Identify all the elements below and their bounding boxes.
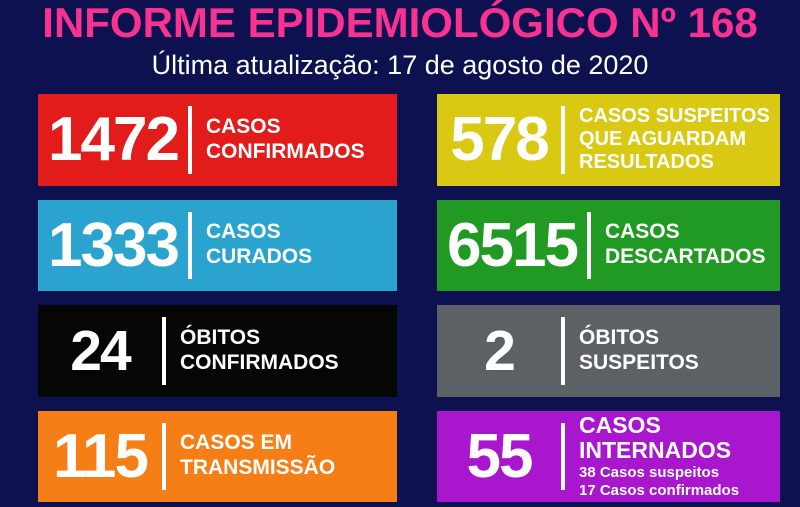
- stat-label-casos-suspeitos: CASOS SUSPEITOS QUE AGUARDAM RESULTADOS: [565, 105, 776, 174]
- label-line: DESCARTADOS: [604, 245, 766, 269]
- sub-label-suspeitos: 38 Casos suspeitos: [579, 463, 720, 481]
- divider: [162, 317, 166, 385]
- label-line: CASOS EM: [180, 431, 293, 455]
- card-casos-suspeitos: 578 CASOS SUSPEITOS QUE AGUARDAM RESULTA…: [437, 94, 780, 186]
- stat-label-casos-curados: CASOS CURADOS: [192, 220, 318, 270]
- stat-value-obitos-suspeitos: 2: [484, 318, 516, 383]
- label-line: CASOS: [604, 220, 680, 244]
- card-obitos-suspeitos: 2 ÓBITOS SUSPEITOS: [437, 305, 780, 397]
- label-line: QUE AGUARDAM: [579, 128, 747, 151]
- label-line: CASOS: [205, 114, 281, 138]
- sub-label-confirmados: 17 Casos confirmados: [579, 481, 740, 499]
- report-header: INFORME EPIDEMIOLÓGICO Nº 168 Última atu…: [0, 0, 800, 81]
- divider: [187, 211, 192, 279]
- stat-label-casos-internados: CASOS INTERNADOS 38 Casos suspeitos 17 C…: [565, 411, 780, 500]
- label-line: SUSPEITOS: [579, 350, 699, 374]
- stat-label-casos-descartados: CASOS DESCARTADOS: [591, 220, 772, 270]
- stat-value-casos-suspeitos: 578: [450, 105, 549, 175]
- stat-value-casos-curados: 1333: [48, 210, 180, 280]
- stat-label-casos-em-transmissao: CASOS EM TRANSMISSÃO: [166, 431, 341, 481]
- label-line: CONFIRMADOS: [180, 350, 339, 374]
- label-line: CONFIRMADOS: [205, 139, 365, 163]
- label-line: ÓBITOS: [579, 325, 660, 349]
- stat-value-casos-em-transmissao: 115: [52, 421, 149, 491]
- label-line: CASOS SUSPEITOS: [579, 105, 770, 128]
- label-line: CURADOS: [205, 245, 313, 269]
- label-line: TRANSMISSÃO: [180, 456, 336, 480]
- divider: [586, 211, 591, 279]
- stat-value-obitos-confirmados: 24: [70, 318, 131, 383]
- stat-label-casos-confirmados: CASOS CONFIRMADOS: [192, 115, 371, 165]
- card-casos-curados: 1333 CASOS CURADOS: [38, 199, 397, 291]
- label-line: ÓBITOS: [180, 325, 261, 349]
- stats-grid: 1472 CASOS CONFIRMADOS 578 CASOS SUSPEIT…: [38, 94, 780, 502]
- stat-value-casos-internados: 55: [466, 421, 534, 491]
- card-casos-confirmados: 1472 CASOS CONFIRMADOS: [38, 94, 397, 186]
- stat-label-obitos-suspeitos: ÓBITOS SUSPEITOS: [565, 326, 705, 376]
- card-casos-internados: 55 CASOS INTERNADOS 38 Casos suspeitos 1…: [437, 410, 780, 502]
- last-update-text: Última atualização: 17 de agosto de 2020: [151, 50, 649, 80]
- divider: [561, 422, 565, 490]
- stat-value-casos-descartados: 6515: [447, 210, 579, 280]
- stat-label-obitos-confirmados: ÓBITOS CONFIRMADOS: [166, 326, 345, 376]
- label-line: CASOS INTERNADOS: [579, 411, 732, 464]
- stat-value-casos-confirmados: 1472: [48, 105, 180, 175]
- label-line: RESULTADOS: [579, 151, 714, 174]
- divider: [561, 106, 565, 174]
- page-title: INFORME EPIDEMIOLÓGICO Nº 168: [42, 0, 758, 46]
- divider: [162, 422, 166, 490]
- card-casos-em-transmissao: 115 CASOS EM TRANSMISSÃO: [38, 410, 397, 502]
- label-line: CASOS: [205, 220, 281, 244]
- card-obitos-confirmados: 24 ÓBITOS CONFIRMADOS: [38, 305, 397, 397]
- divider: [187, 106, 192, 174]
- divider: [561, 317, 565, 385]
- card-casos-descartados: 6515 CASOS DESCARTADOS: [437, 199, 780, 291]
